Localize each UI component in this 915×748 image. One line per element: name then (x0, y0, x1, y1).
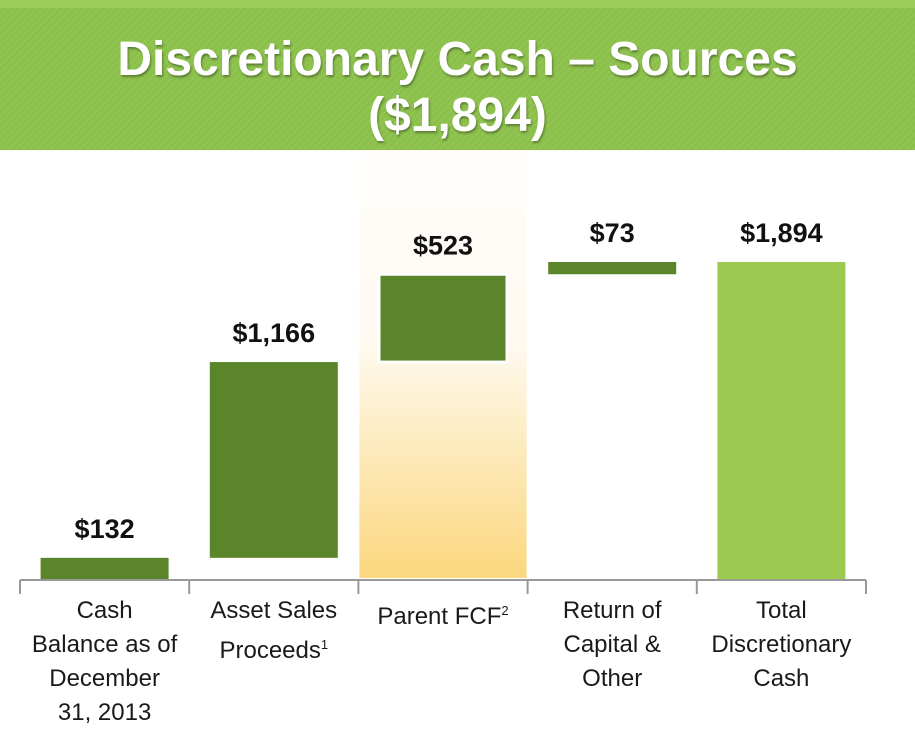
category-label-0: Cash Balance as of December 31, 2013 (14, 594, 195, 730)
category-label-line: 31, 2013 (57, 699, 152, 726)
title-line-1: Discretionary Cash – Sources (117, 33, 798, 86)
highlight-column (359, 150, 527, 578)
category-label-2: Parent FCF2 (352, 594, 533, 634)
category-label-line: Parent FCF2 (377, 603, 509, 630)
category-label-4: Total Discretionary Cash (691, 594, 872, 696)
bar-2 (377, 272, 509, 364)
data-label-4: $1,894 (740, 218, 823, 248)
category-label-line: Discretionary (711, 631, 852, 658)
data-label-1: $1,166 (233, 318, 316, 348)
data-label-3: $73 (590, 218, 635, 248)
category-label-line: Proceeds1 (219, 637, 329, 664)
category-label-line: Capital & (563, 631, 661, 658)
title-banner: Discretionary Cash – Sources ($1,894) (0, 0, 915, 150)
category-label-line: Balance as of (31, 631, 178, 658)
data-label-2: $523 (413, 230, 473, 260)
category-label-line: Return of (562, 597, 662, 624)
footnote-marker: 2 (501, 603, 509, 618)
bar-1 (209, 362, 338, 558)
category-label-line: Other (582, 665, 643, 692)
category-label-line: Cash (753, 665, 810, 692)
bar-3 (548, 262, 677, 275)
title-line-2: ($1,894) (368, 89, 547, 142)
category-label-1: Asset Sales Proceeds1 (183, 594, 364, 668)
bar-4 (717, 262, 846, 580)
bar-0 (40, 557, 169, 580)
category-label-3: Return of Capital & Other (522, 594, 703, 696)
data-label-0: $132 (75, 514, 135, 544)
category-label-line: Asset Sales (210, 597, 338, 624)
category-label-line: Total (756, 597, 807, 624)
category-label-line: December (49, 665, 160, 692)
footnote-marker: 1 (320, 637, 329, 652)
category-label-line: Cash (76, 597, 133, 624)
